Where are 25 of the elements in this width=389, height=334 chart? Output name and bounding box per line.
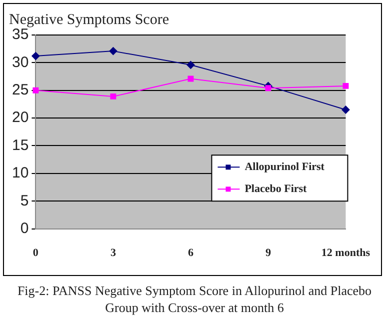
point: [32, 52, 40, 60]
text: Fig-2: PANSS Negative Symptom Score in Allopurinol and Placebo Group with Cross-over at month 6: [16, 282, 373, 316]
y-tick-label: 35: [12, 26, 29, 44]
point: [186, 60, 195, 69]
point: [342, 106, 350, 114]
point: [188, 76, 194, 82]
chart-title: Negative Symptoms Score: [9, 12, 170, 28]
y-tick-label: 5: [20, 192, 29, 210]
legend-label: Allopurinol First: [244, 161, 325, 173]
x-tick-label: 0: [32, 247, 39, 260]
x-tick-label: 3: [110, 247, 116, 260]
y-tick-label: 15: [12, 136, 29, 154]
point: [265, 85, 272, 92]
point: [110, 93, 116, 100]
x-tick-label: 9: [265, 247, 272, 260]
legend-label: Placebo First: [244, 183, 308, 195]
y-tick-label: 0: [20, 220, 29, 237]
x-tick-label: 12 months: [321, 247, 371, 260]
x-tick-label: 6: [188, 247, 194, 260]
y-tick-label: 30: [12, 54, 29, 71]
point: [109, 47, 118, 56]
y-tick-label: 20: [12, 109, 29, 126]
y-tick-label: 10: [12, 164, 29, 182]
y-tick-label: 25: [12, 82, 29, 99]
point: [342, 82, 349, 89]
